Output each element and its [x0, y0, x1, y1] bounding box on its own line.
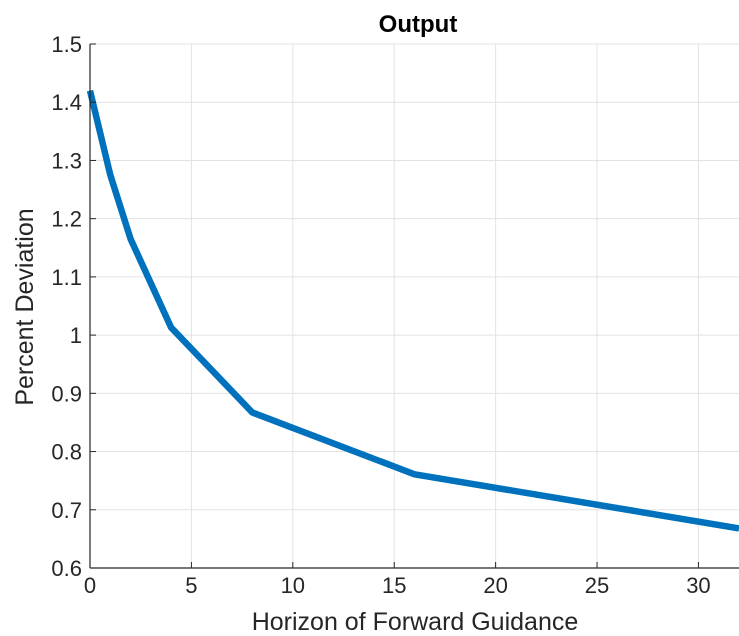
y-tick-label: 1 [70, 323, 82, 348]
y-tick-label: 0.6 [51, 556, 82, 581]
y-tick-label: 1.2 [51, 207, 82, 232]
y-tick-label: 1.4 [51, 90, 82, 115]
x-tick-label: 5 [185, 573, 197, 598]
y-axis-label: Percent Deviation [11, 208, 39, 405]
x-tick-label: 25 [585, 573, 609, 598]
y-tick-label: 1.1 [51, 265, 82, 290]
y-tick-label: 1.3 [51, 148, 82, 173]
x-tick-label: 15 [382, 573, 406, 598]
y-tick-label: 0.7 [51, 498, 82, 523]
y-tick-label: 1.5 [51, 32, 82, 57]
x-tick-label: 10 [281, 573, 305, 598]
chart-title: Output [379, 11, 458, 38]
series-layer [86, 89, 739, 532]
grid [89, 43, 739, 569]
x-tick-label: 30 [686, 573, 710, 598]
x-axis-label: Horizon of Forward Guidance [252, 608, 579, 636]
y-tick-label: 0.9 [51, 381, 82, 406]
axes [89, 43, 739, 569]
y-tick-label: 0.8 [51, 440, 82, 465]
tick-labels: 0 5 10 15 20 25 30 0.6 0.7 0.8 0.9 1 1.1 1.2 1.3 1.4 1.5 [51, 32, 710, 598]
x-tick-label: 0 [84, 573, 96, 598]
x-tick-label: 20 [483, 573, 507, 598]
series-line [86, 89, 739, 532]
